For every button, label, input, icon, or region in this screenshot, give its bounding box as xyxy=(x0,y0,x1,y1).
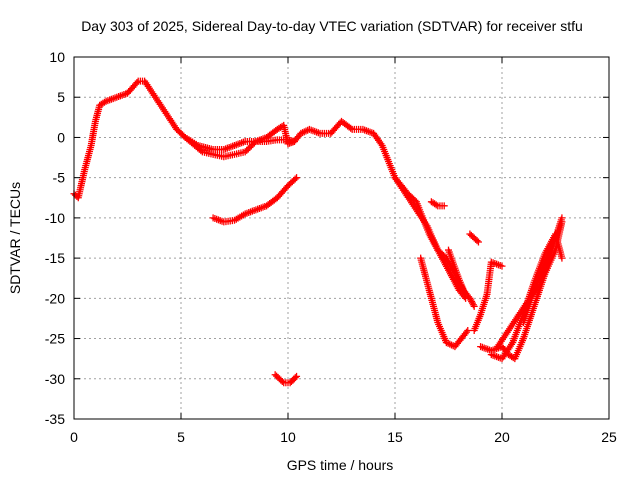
data-series-track-13 xyxy=(519,214,566,326)
y-tick-label: 0 xyxy=(57,129,65,145)
data-series-track-1 xyxy=(70,77,470,298)
data-point xyxy=(498,262,506,270)
data-point xyxy=(291,374,299,382)
x-tick-label: 0 xyxy=(70,429,78,445)
data-series-track-10 xyxy=(470,258,506,335)
data-point xyxy=(293,174,301,182)
data-point xyxy=(558,214,566,222)
y-tick-label: -35 xyxy=(45,411,65,427)
x-tick-label: 20 xyxy=(494,429,510,445)
y-tick-label: -5 xyxy=(53,170,66,186)
data-point xyxy=(347,124,355,132)
data-series-track-3 xyxy=(209,174,301,226)
data-series-track-6 xyxy=(427,198,448,210)
data-point xyxy=(469,301,477,309)
data-point xyxy=(440,202,448,210)
data-series-track-9 xyxy=(466,230,482,246)
data-point xyxy=(470,302,478,310)
data-series xyxy=(70,77,566,387)
data-point xyxy=(100,98,108,106)
data-point xyxy=(241,148,249,156)
data-series-track-14 xyxy=(487,230,566,363)
grid-lines xyxy=(74,57,609,419)
x-tick-label: 5 xyxy=(177,429,185,445)
data-point xyxy=(246,143,254,151)
plot-frame xyxy=(73,56,610,420)
y-tick-label: 10 xyxy=(49,49,65,65)
data-point xyxy=(197,147,205,155)
data-point xyxy=(474,238,482,246)
x-axis-label: GPS time / hours xyxy=(287,457,394,473)
y-tick-label: 5 xyxy=(57,89,65,105)
data-point xyxy=(249,140,257,148)
data-point xyxy=(133,79,141,87)
data-series-track-7 xyxy=(417,254,472,351)
data-series-track-8 xyxy=(445,246,478,310)
chart-title: Day 303 of 2025, Sidereal Day-to-day VTE… xyxy=(81,18,583,34)
data-point xyxy=(558,254,566,262)
data-point xyxy=(247,142,255,150)
data-point xyxy=(473,237,481,245)
y-axis-label: SDTVAR / TECUs xyxy=(7,182,23,294)
data-point xyxy=(278,377,286,385)
x-tick-label: 10 xyxy=(280,429,296,445)
data-point xyxy=(243,146,251,154)
x-tick-label: 15 xyxy=(387,429,403,445)
y-tick-label: -25 xyxy=(45,331,65,347)
data-point xyxy=(290,137,298,145)
data-point xyxy=(291,175,299,183)
data-series-track-4 xyxy=(271,371,301,387)
x-tick-label: 25 xyxy=(601,429,617,445)
y-tick-label: -15 xyxy=(45,250,65,266)
data-series-track-2 xyxy=(181,121,298,161)
data-point xyxy=(464,327,472,335)
y-tick-label: -30 xyxy=(45,371,65,387)
data-point xyxy=(432,201,440,209)
y-tick-label: -20 xyxy=(45,290,65,306)
data-point xyxy=(462,328,470,336)
data-point xyxy=(244,145,252,153)
axis-ticks: 0 5 10 15 20 25 10 5 0 -5 -10 -15 -20 -25 -30 -35 xyxy=(45,49,617,445)
y-tick-label: -10 xyxy=(45,210,65,226)
data-point xyxy=(293,372,301,380)
